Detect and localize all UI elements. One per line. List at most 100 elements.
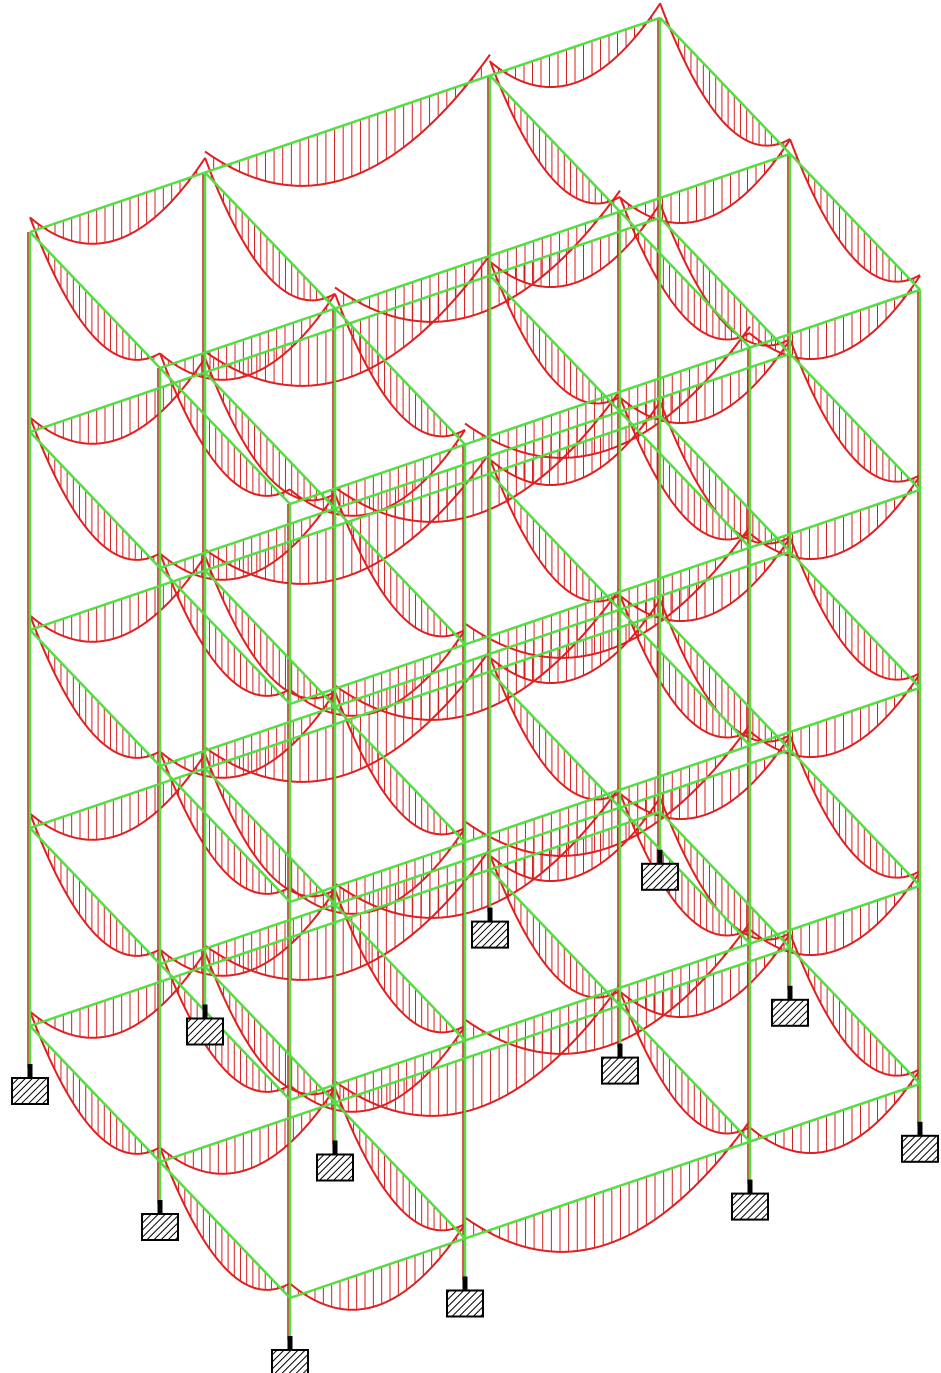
moment-curve (490, 61, 620, 204)
support (772, 1000, 808, 1026)
beam (30, 173, 205, 233)
moment-curve (335, 890, 465, 1033)
beam (205, 76, 490, 173)
moment-curve (335, 294, 465, 437)
beam (205, 571, 335, 707)
beam (465, 1142, 750, 1239)
moment-curve (160, 751, 290, 894)
page: (() => { const data = JSON.parse(documen… (0, 0, 941, 1373)
moment-curve (620, 397, 750, 540)
moment-curve (160, 1147, 290, 1290)
beam (490, 474, 620, 610)
beam (790, 948, 920, 1084)
beam (465, 746, 750, 843)
moment-curve (160, 353, 290, 496)
moment-curve (205, 952, 335, 1095)
beam (465, 348, 750, 445)
beam (335, 509, 465, 645)
beam (465, 944, 750, 1041)
beam (620, 412, 750, 548)
members (28, 18, 920, 1340)
beam (620, 610, 750, 746)
beam (160, 766, 290, 902)
beam (490, 276, 620, 412)
moment-curve (335, 692, 465, 835)
beam (335, 1103, 465, 1239)
beam (30, 432, 160, 568)
moment-curve (30, 417, 160, 560)
beam (790, 154, 920, 290)
beam (30, 373, 205, 433)
moment-curve (30, 615, 160, 758)
moment-curve (490, 855, 620, 998)
beam (335, 212, 620, 309)
support (272, 1350, 308, 1373)
beam (160, 568, 290, 704)
moment-curve (620, 197, 750, 340)
support (142, 1214, 178, 1240)
support (447, 1291, 483, 1317)
beam (30, 1026, 160, 1162)
moment-curve (660, 3, 790, 146)
support (642, 864, 678, 890)
beam (490, 76, 620, 212)
moment-curve (620, 793, 750, 936)
beam (335, 1006, 620, 1103)
support (732, 1194, 768, 1220)
beam (290, 1239, 465, 1299)
moment-curve (160, 553, 290, 696)
beam (160, 368, 290, 504)
moment-diagrams (30, 3, 920, 1310)
beam (620, 808, 750, 944)
beam (205, 276, 490, 373)
beam (465, 548, 750, 645)
moment-curve (160, 949, 290, 1092)
moment-curve (30, 217, 160, 360)
moment-curve (490, 657, 620, 800)
moment-curve (30, 813, 160, 956)
moment-curve (290, 1224, 465, 1310)
beam (205, 967, 335, 1103)
beam (205, 769, 335, 905)
moment-curve (205, 754, 335, 897)
beam (335, 905, 465, 1041)
support (12, 1078, 48, 1104)
beam (205, 173, 335, 309)
moment-curve (30, 158, 205, 244)
beam (490, 672, 620, 808)
beam (490, 870, 620, 1006)
beam (790, 750, 920, 886)
beam (205, 373, 335, 509)
beam (30, 828, 160, 964)
moment-curve (790, 339, 920, 482)
moment-curve (620, 991, 750, 1134)
support (472, 922, 508, 948)
beam (620, 212, 750, 348)
support (187, 1019, 223, 1045)
beam (660, 18, 790, 154)
beam (30, 232, 160, 368)
beam (335, 610, 620, 707)
supports (12, 850, 938, 1373)
frame-diagram (0, 0, 941, 1373)
moment-curve (335, 1088, 465, 1231)
beam (335, 707, 465, 843)
beam (790, 354, 920, 490)
beam (160, 1103, 335, 1163)
beam (30, 630, 160, 766)
support (317, 1155, 353, 1181)
moment-curve (490, 459, 620, 602)
moment-curve (205, 158, 335, 301)
support (902, 1136, 938, 1162)
moment-curve (30, 1011, 160, 1154)
moment-curve (490, 261, 620, 404)
moment-curve (790, 139, 920, 282)
beam (790, 552, 920, 688)
beam (335, 808, 620, 905)
beam (335, 412, 620, 509)
moment-curve (160, 1088, 335, 1174)
beam (160, 964, 290, 1100)
beam (160, 1162, 290, 1298)
beam (620, 1006, 750, 1142)
moment-curve (620, 595, 750, 738)
